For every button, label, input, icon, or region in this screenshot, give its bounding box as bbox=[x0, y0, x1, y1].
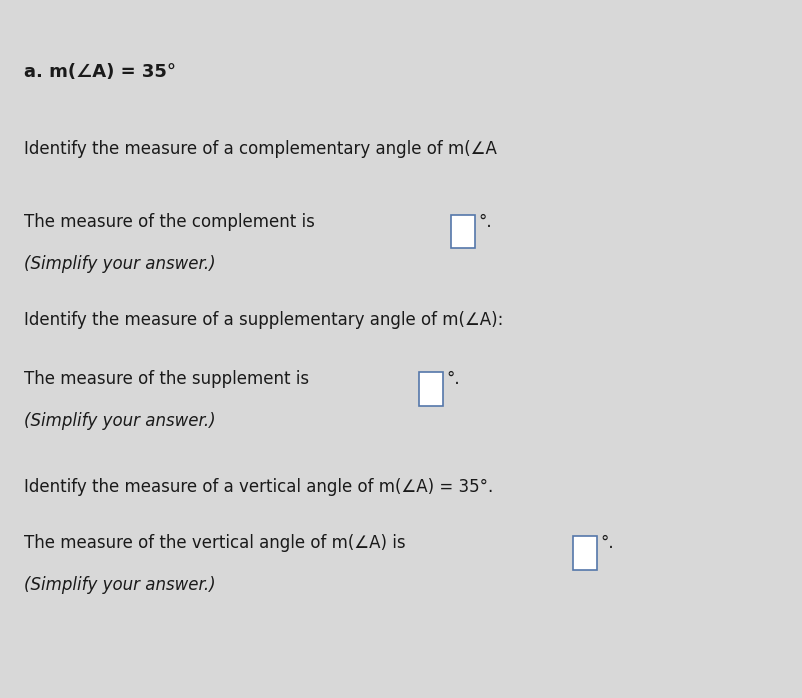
FancyBboxPatch shape bbox=[573, 536, 597, 570]
Text: °.: °. bbox=[601, 534, 614, 552]
Text: (Simplify your answer.): (Simplify your answer.) bbox=[24, 255, 216, 273]
Text: Identify the measure of a supplementary angle of m(∠A):: Identify the measure of a supplementary … bbox=[24, 311, 504, 329]
Text: The measure of the supplement is: The measure of the supplement is bbox=[24, 370, 314, 388]
Text: (Simplify your answer.): (Simplify your answer.) bbox=[24, 412, 216, 430]
Text: (Simplify your answer.): (Simplify your answer.) bbox=[24, 576, 216, 594]
Text: Identify the measure of a vertical angle of m(∠A) = 35°.: Identify the measure of a vertical angle… bbox=[24, 478, 493, 496]
Text: a. m(∠A) = 35°: a. m(∠A) = 35° bbox=[24, 63, 176, 81]
Text: The measure of the complement is: The measure of the complement is bbox=[24, 213, 320, 231]
Text: °.: °. bbox=[478, 213, 492, 231]
FancyBboxPatch shape bbox=[451, 215, 475, 248]
Text: °.: °. bbox=[446, 370, 460, 388]
Text: Identify the measure of a complementary angle of m(∠A: Identify the measure of a complementary … bbox=[24, 140, 497, 158]
Text: The measure of the vertical angle of m(∠A) is: The measure of the vertical angle of m(∠… bbox=[24, 534, 411, 552]
FancyBboxPatch shape bbox=[419, 372, 443, 406]
